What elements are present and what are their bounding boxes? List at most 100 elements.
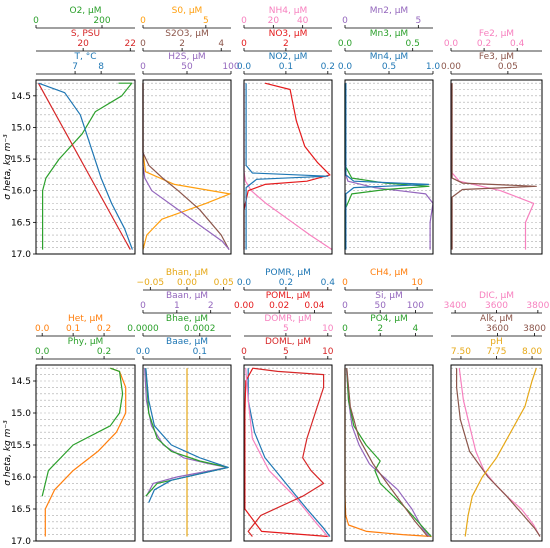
series-nh4 [243, 83, 333, 251]
axis-label: Phy, μM [68, 337, 104, 347]
tick-label: 0.0002 [184, 324, 216, 334]
tick-label: 0.00 [177, 278, 197, 288]
axis-label: NO3, μM [269, 29, 308, 39]
tick-label: 0 [241, 347, 247, 357]
tick-label: 0.1 [66, 324, 80, 334]
tick-label: 5 [203, 16, 209, 26]
y-tick-label: 15.5 [11, 155, 31, 165]
y-tick-label: 16.5 [11, 505, 31, 515]
plot-frame [35, 364, 136, 542]
tick-label: 0 [33, 16, 39, 26]
tick-label: 0.2 [97, 324, 111, 334]
series-dic [458, 368, 541, 537]
tick-label: 5 [283, 347, 289, 357]
tick-label: 100 [222, 62, 239, 72]
series-no2 [245, 83, 329, 250]
tick-label: 7.75 [486, 347, 506, 357]
axis-ph: 7.50 7.75 8.00 pH [451, 337, 542, 360]
series-t [38, 82, 133, 250]
axis-label: DOML, μM [265, 337, 311, 347]
y-tick-label: 16.0 [11, 187, 31, 197]
tick-label: 0 [241, 16, 247, 26]
tick-label: 0.05 [214, 278, 234, 288]
tick-label: 0.02 [269, 301, 289, 311]
tick-label: 0.00 [234, 301, 254, 311]
tick-label: 8.00 [522, 347, 542, 357]
series-pomr [247, 368, 331, 537]
tick-label: 0.0 [338, 62, 353, 72]
axis-s: 20 22 S, PSU [36, 29, 136, 52]
tick-label: 100 [407, 301, 424, 311]
axis-label: POML, μM [266, 291, 311, 301]
tick-label: 2 [377, 324, 383, 334]
axis-pomr: 0.0 0.2 0.4 POMR, μM [237, 268, 335, 291]
tick-label: 10 [411, 278, 423, 288]
tick-label: 3600 [486, 324, 509, 334]
series-po4 [346, 368, 432, 537]
tick-label: 0.5 [382, 62, 396, 72]
y-tick-label: 15.5 [11, 441, 31, 451]
tick-label: 3600 [485, 301, 508, 311]
axis-label: CH4, μM [370, 268, 408, 278]
series-het [44, 367, 127, 537]
plot-frame [450, 364, 543, 542]
tick-label: 0 [342, 16, 348, 26]
tick-label: 200 [93, 16, 110, 26]
series-phy [41, 367, 124, 497]
series-no3 [243, 82, 331, 250]
series-doml [247, 367, 325, 537]
plot-frame [450, 79, 543, 255]
y-tick-label: 14.5 [11, 377, 31, 387]
axis-label: Fe3, μM [479, 52, 514, 62]
series-po4-duplicate-trace- [346, 368, 429, 537]
tick-label: 0.0 [338, 39, 353, 49]
tick-label: 5 [415, 16, 421, 26]
axis-label: POMR, μM [265, 268, 311, 278]
tick-label: 0.00 [441, 62, 461, 72]
axis-bhan: −0.05 0.00 0.05 Bhan, μM [137, 268, 234, 291]
tick-label: 0 [241, 39, 247, 49]
axis-label: H2S, μM [168, 52, 205, 62]
axis-label: Het, μM [68, 314, 103, 324]
series-fe2 [450, 83, 535, 250]
tick-label: 0 [342, 324, 348, 334]
axis-label: S, PSU [71, 29, 100, 39]
series-alk [456, 368, 541, 537]
plot-frame [243, 79, 333, 255]
tick-label: 0.05 [498, 62, 518, 72]
axis-label: Alk, μM [480, 314, 513, 324]
tick-label: 0.0000 [127, 324, 159, 334]
y-tick-label: 15.0 [11, 409, 31, 419]
tick-label: 2 [283, 39, 289, 49]
tick-label: 4 [218, 39, 224, 49]
series-baae [145, 368, 229, 503]
axis-label: PO4, μM [370, 314, 407, 324]
axis-label: DOMR, μM [264, 314, 311, 324]
tick-label: 2 [208, 301, 214, 311]
y-tick-label: 16.0 [11, 473, 31, 483]
tick-label: 0 [140, 16, 146, 26]
series-mn4 [345, 83, 430, 250]
axis-po4: 0 2 4 PO4, μM [342, 314, 433, 337]
axis-label: Mn3, μM [370, 29, 408, 39]
series-poml [244, 367, 329, 538]
axis-mn2: 0 5 Mn2, μM [342, 6, 433, 29]
axis-s2o3: 0 2 4 S2O3, μM [140, 29, 231, 52]
axis-label: Si, μM [375, 291, 402, 301]
series-ph [464, 368, 537, 537]
axis-label: Fe2, μM [479, 29, 514, 39]
axis-label: Bhan, μM [166, 268, 208, 278]
tick-label: 7 [72, 62, 78, 72]
tick-label: 1 [174, 301, 180, 311]
